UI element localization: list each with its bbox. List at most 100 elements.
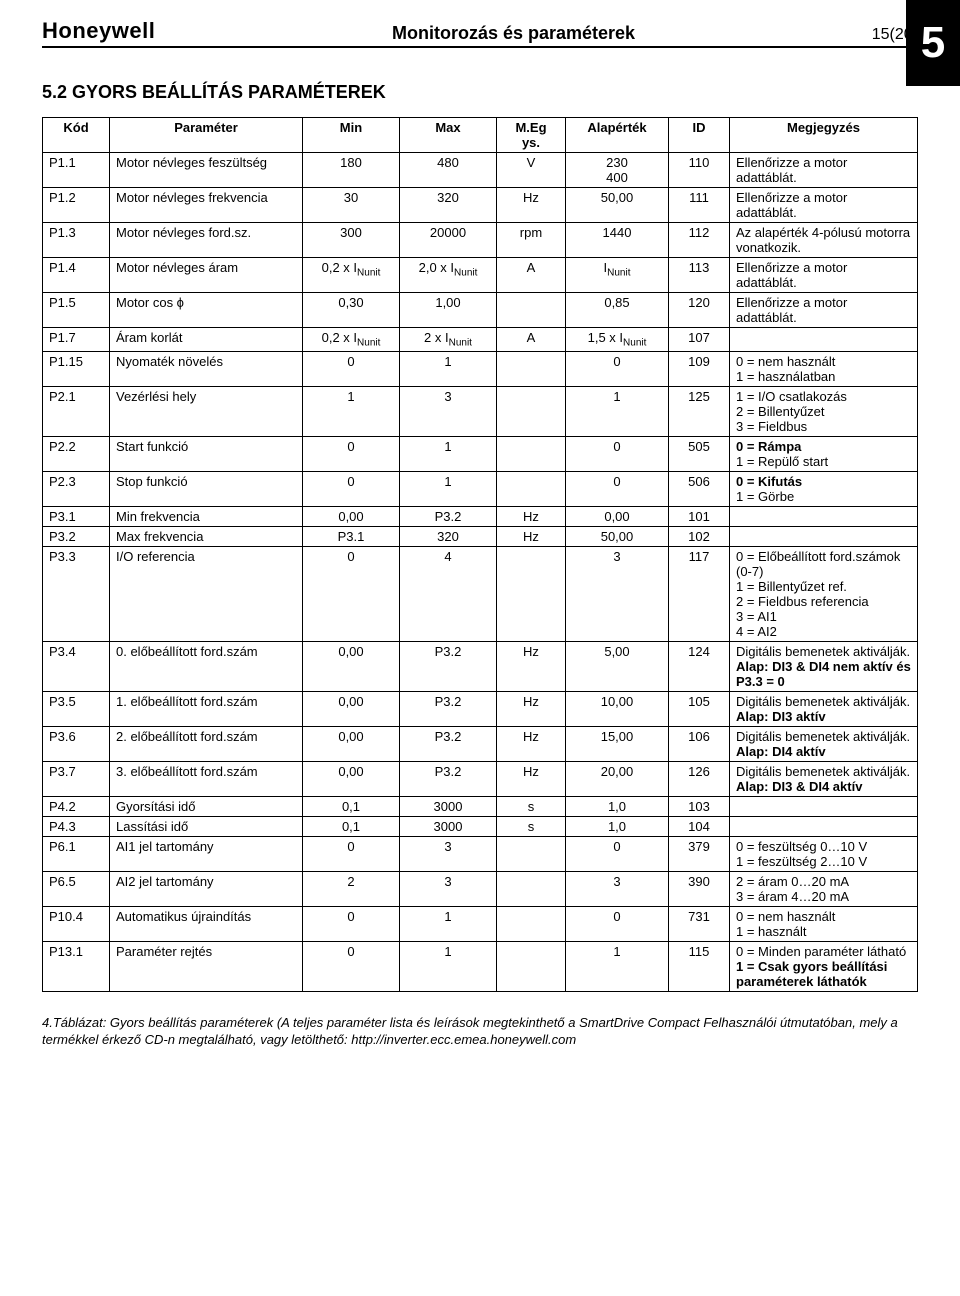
table-cell: P3.5 — [43, 691, 110, 726]
table-cell — [497, 351, 566, 386]
table-cell: Hz — [497, 526, 566, 546]
table-cell: 3000 — [400, 796, 497, 816]
table-row: P1.15Nyomaték növelés0101090 = nem haszn… — [43, 351, 918, 386]
table-cell: 0 — [566, 906, 669, 941]
table-cell: 0,00 — [303, 691, 400, 726]
table-cell: 3 — [566, 871, 669, 906]
table-cell: AI1 jel tartomány — [110, 836, 303, 871]
table-cell: P1.2 — [43, 188, 110, 223]
table-cell: 107 — [669, 328, 730, 352]
table-cell: P2.3 — [43, 471, 110, 506]
table-cell: 390 — [669, 871, 730, 906]
table-cell: 3 — [400, 836, 497, 871]
chapter-title: Monitorozás és paraméterek — [155, 23, 871, 44]
table-cell: Hz — [497, 691, 566, 726]
table-cell — [497, 386, 566, 436]
table-cell: 2. előbeállított ford.szám — [110, 726, 303, 761]
table-cell: 0 = Kifutás1 = Görbe — [730, 471, 918, 506]
col-header: Min — [303, 118, 400, 153]
table-cell: 104 — [669, 816, 730, 836]
table-cell: P4.2 — [43, 796, 110, 816]
table-cell: 110 — [669, 153, 730, 188]
table-cell: Hz — [497, 506, 566, 526]
table-cell: P3.3 — [43, 546, 110, 641]
table-cell: P3.2 — [400, 761, 497, 796]
table-cell: 379 — [669, 836, 730, 871]
table-cell: s — [497, 816, 566, 836]
table-cell: Start funkció — [110, 436, 303, 471]
table-cell: 180 — [303, 153, 400, 188]
table-cell: INunit — [566, 258, 669, 293]
table-row: P2.2Start funkció0105050 = Rámpa1 = Repü… — [43, 436, 918, 471]
table-cell: 20,00 — [566, 761, 669, 796]
col-header: M.Egys. — [497, 118, 566, 153]
table-cell: 3 — [400, 871, 497, 906]
table-row: P1.1Motor névleges feszültség180480V2304… — [43, 153, 918, 188]
table-cell — [730, 328, 918, 352]
table-cell: 50,00 — [566, 526, 669, 546]
table-cell: 1 — [400, 351, 497, 386]
table-cell: P3.1 — [303, 526, 400, 546]
table-cell: 113 — [669, 258, 730, 293]
table-cell: P1.3 — [43, 223, 110, 258]
table-cell: 125 — [669, 386, 730, 436]
table-cell: 0 = Minden paraméter látható1 = Csak gyo… — [730, 941, 918, 991]
table-cell — [497, 546, 566, 641]
table-cell: 0,85 — [566, 293, 669, 328]
table-cell: 3 — [400, 386, 497, 436]
table-cell: 1 — [400, 906, 497, 941]
table-body: P1.1Motor névleges feszültség180480V2304… — [43, 153, 918, 992]
table-row: P1.4Motor névleges áram0,2 x INunit2,0 x… — [43, 258, 918, 293]
table-cell: 0,00 — [303, 761, 400, 796]
table-cell: rpm — [497, 223, 566, 258]
table-cell: Hz — [497, 726, 566, 761]
table-cell: 1. előbeállított ford.szám — [110, 691, 303, 726]
table-cell: 120 — [669, 293, 730, 328]
table-cell: P3.4 — [43, 641, 110, 691]
table-cell: Hz — [497, 641, 566, 691]
table-cell: 115 — [669, 941, 730, 991]
table-cell — [497, 836, 566, 871]
table-cell: 0 — [303, 941, 400, 991]
table-cell: Nyomaték növelés — [110, 351, 303, 386]
table-cell: 300 — [303, 223, 400, 258]
table-cell: 0 — [303, 546, 400, 641]
table-cell: 0 = nem használt1 = használatban — [730, 351, 918, 386]
table-cell: 3. előbeállított ford.szám — [110, 761, 303, 796]
table-row: P1.2Motor névleges frekvencia30320Hz50,0… — [43, 188, 918, 223]
table-cell: Gyorsítási idő — [110, 796, 303, 816]
table-row: P2.1Vezérlési hely1311251 = I/O csatlako… — [43, 386, 918, 436]
table-cell — [730, 796, 918, 816]
table-cell: 102 — [669, 526, 730, 546]
table-cell: P1.7 — [43, 328, 110, 352]
table-cell: 1 — [566, 941, 669, 991]
table-cell: 30 — [303, 188, 400, 223]
table-cell: Stop funkció — [110, 471, 303, 506]
table-row: P3.2Max frekvenciaP3.1320Hz50,00102 — [43, 526, 918, 546]
table-cell: P3.2 — [400, 641, 497, 691]
table-cell: 0,00 — [566, 506, 669, 526]
table-cell: 1 — [400, 471, 497, 506]
table-cell: 1440 — [566, 223, 669, 258]
table-cell: 1 = I/O csatlakozás2 = Billentyűzet3 = F… — [730, 386, 918, 436]
table-cell: P6.5 — [43, 871, 110, 906]
col-header: Megjegyzés — [730, 118, 918, 153]
table-cell: 1,0 — [566, 796, 669, 816]
table-cell: P13.1 — [43, 941, 110, 991]
table-cell: 2,0 x INunit — [400, 258, 497, 293]
table-cell: 1 — [303, 386, 400, 436]
table-cell: 5,00 — [566, 641, 669, 691]
table-cell: 0 — [303, 906, 400, 941]
table-cell: 0. előbeállított ford.szám — [110, 641, 303, 691]
table-cell: Motor névleges frekvencia — [110, 188, 303, 223]
table-cell: 0,00 — [303, 641, 400, 691]
table-cell: 2 — [303, 871, 400, 906]
table-cell: 0,00 — [303, 506, 400, 526]
table-cell: 0 = feszültség 0…10 V1 = feszültség 2…10… — [730, 836, 918, 871]
table-cell: 731 — [669, 906, 730, 941]
table-cell: 20000 — [400, 223, 497, 258]
table-cell: 105 — [669, 691, 730, 726]
table-cell: 10,00 — [566, 691, 669, 726]
table-cell: 1,00 — [400, 293, 497, 328]
table-cell: 0 — [303, 471, 400, 506]
